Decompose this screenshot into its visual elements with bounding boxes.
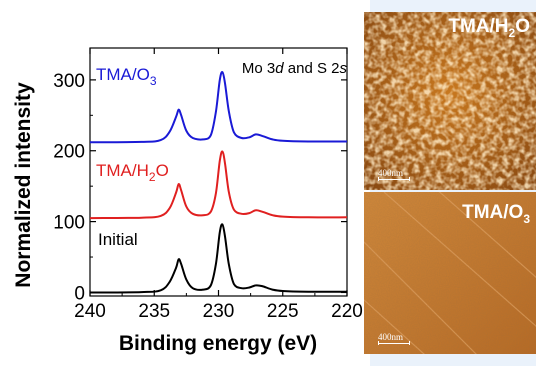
y-tick-label: 200 [53,142,85,163]
series-line-tma-o3 [89,71,348,144]
series-line-initial [89,223,348,294]
afm-label-tma-h2o: TMA/H2O [448,16,530,40]
y-tick-label: 100 [53,213,85,234]
x-axis-label: Binding energy (eV) [119,332,317,355]
series-line-tma-h2o [89,150,348,220]
x-tick-label: 220 [331,301,363,322]
xps-chart-panel: 240 235 230 225 220 0 100 200 300 TMA/O3 TMA/H2O… [0,0,370,366]
x-tick-label: 230 [203,301,235,322]
series-label: TMA/O3 [96,65,157,88]
afm-image-tma-o3: TMA/O3 400nm [364,192,536,354]
series-labels: TMA/O3 TMA/H2O Initial [96,65,169,249]
series-label: Initial [98,230,138,249]
y-axis: 0 100 200 300 [53,71,347,304]
xps-chart: 240 235 230 225 220 0 100 200 300 TMA/O3 TMA/H2O… [12,47,363,355]
series-label: TMA/H2O [96,161,169,184]
annotation-title: Mo 3d and S 2s [242,60,348,77]
scale-bar-label: 400nm [378,168,404,178]
x-tick-label: 235 [138,301,170,322]
scale-bar-bottom: 400nm [378,332,410,345]
afm-texture-top [364,12,536,190]
x-tick-label: 240 [74,301,106,322]
afm-image-tma-h2o: TMA/H2O 400nm [364,12,536,190]
series-lines [89,71,348,294]
scale-bar-top: 400nm [378,168,410,181]
x-tick-label: 225 [267,301,299,322]
scale-bar-label: 400nm [378,332,404,342]
y-axis-label: Normalized intensity [12,82,35,288]
afm-label-tma-o3: TMA/O3 [462,202,530,226]
x-axis: 240 235 230 225 220 [74,48,363,322]
y-tick-label: 0 [74,283,85,304]
y-tick-label: 300 [53,71,85,92]
afm-texture-bottom [364,192,536,354]
